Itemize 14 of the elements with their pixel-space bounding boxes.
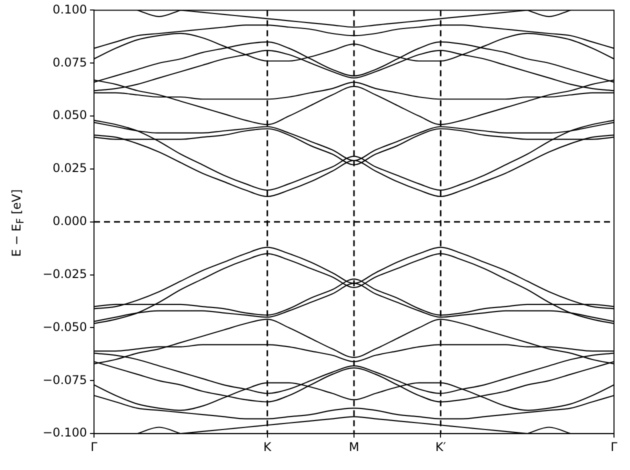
- y-tick-label: 0.050: [52, 108, 87, 122]
- y-tick-label: −0.100: [42, 426, 87, 440]
- x-tick-label: K′: [435, 440, 446, 454]
- y-tick-label: −0.050: [42, 320, 87, 334]
- x-tick-label: M: [348, 440, 360, 454]
- y-tick-label: −0.025: [42, 266, 87, 281]
- x-tick-label: Γ: [90, 440, 98, 454]
- y-tick-label: 0.075: [52, 55, 87, 70]
- y-tick-label: 0.000: [52, 214, 87, 228]
- y-tick-label: 0.100: [52, 2, 87, 16]
- y-tick-label: −0.075: [42, 372, 87, 387]
- y-tick-label: 0.025: [52, 161, 87, 176]
- x-tick-label: K: [263, 440, 272, 454]
- x-tick-label: Γ: [610, 440, 618, 454]
